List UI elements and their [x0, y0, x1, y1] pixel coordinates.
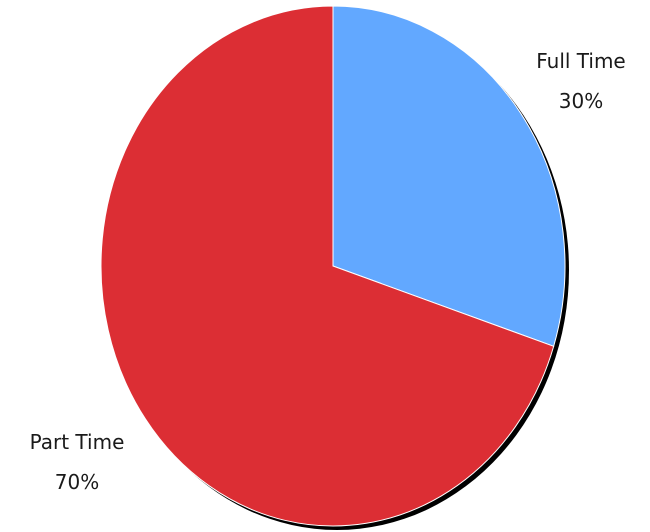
- slice-label-full-time-percent: 30%: [559, 89, 603, 113]
- slice-label-full-time: Full Time 30%: [536, 49, 626, 113]
- slice-label-part-time-percent: 70%: [55, 470, 99, 494]
- slice-label-part-time-name: Part Time: [30, 430, 125, 454]
- pie-slice-part-time: [100, 5, 555, 527]
- pie-labels: Full Time 30% Part Time 70%: [30, 49, 626, 494]
- pie-slice-full-time: [332, 5, 566, 347]
- pie-slices: [100, 5, 566, 527]
- slice-label-part-time: Part Time 70%: [30, 430, 125, 494]
- slice-label-full-time-name: Full Time: [536, 49, 626, 73]
